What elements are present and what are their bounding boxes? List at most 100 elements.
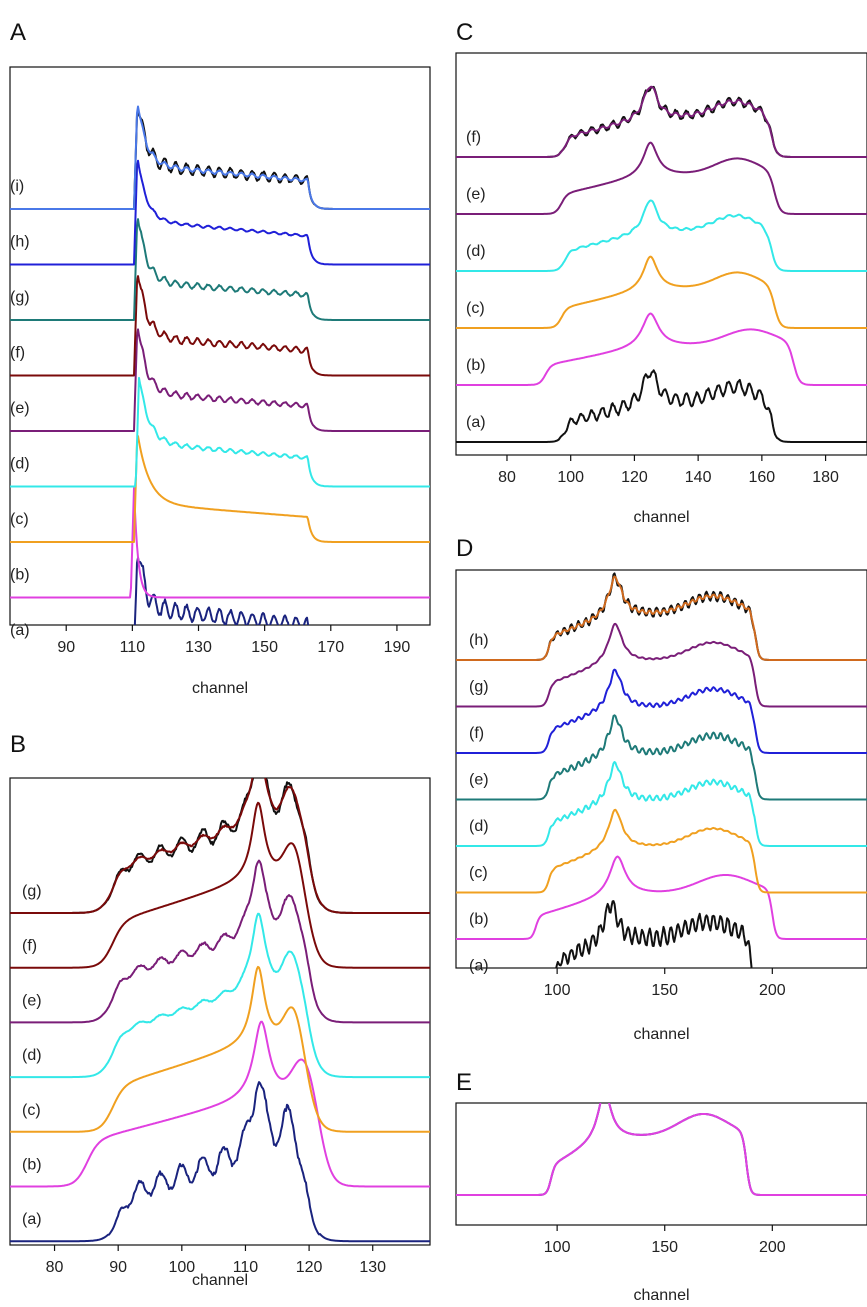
x-tick-label: 110 (233, 1259, 259, 1276)
x-tick-label: 90 (109, 1259, 127, 1276)
trace-c (456, 255, 867, 329)
trace-label: (g) (22, 883, 42, 900)
x-tick-label: 110 (120, 639, 146, 656)
trace-label: (d) (10, 456, 30, 473)
trace-d (456, 761, 867, 847)
trace-c (456, 808, 867, 894)
trace-label: (h) (10, 234, 30, 251)
trace-c (10, 965, 430, 1133)
trace-g (10, 218, 430, 321)
panel-letter-a: A (10, 19, 26, 46)
trace-experimental-h (456, 572, 867, 661)
x-tick-label: 150 (651, 1239, 678, 1256)
plot-frame (455, 1102, 867, 1226)
trace-experimental-g (10, 778, 430, 914)
trace-d (456, 199, 867, 272)
trace-d (10, 912, 430, 1079)
x-tick-label: 140 (685, 469, 712, 486)
panel-letter-b: B (10, 731, 26, 758)
panel-c: C 80 100 120 140 160 180 channel (a) (b) (c) (d) (e)… (455, 19, 867, 526)
trace-label: (f) (10, 345, 25, 362)
plot-frame (455, 52, 867, 456)
trace-h (456, 575, 867, 661)
trace-label: (f) (469, 725, 484, 742)
panel-a: A 90 110 130 150 170 190 channel (a) (b) (c) (d) (e)… (9, 19, 431, 697)
x-axis-label: channel (633, 1287, 689, 1304)
x-tick-label: 180 (812, 469, 839, 486)
trace-label: (g) (10, 289, 30, 306)
trace-b (10, 1020, 430, 1188)
trace-label: (b) (22, 1157, 42, 1174)
trace-b (456, 312, 867, 386)
trace-c (10, 435, 430, 543)
trace-label: (e) (22, 992, 42, 1009)
trace-label: (a) (22, 1211, 42, 1228)
trace-g (10, 778, 430, 914)
trace-experimental-i (10, 108, 430, 210)
trace-label: (h) (469, 632, 489, 649)
x-tick-label: 100 (168, 1259, 195, 1276)
trace-e (456, 141, 867, 215)
x-tick-label: 130 (359, 1259, 386, 1276)
x-axis-label: channel (192, 680, 248, 697)
trace-a (456, 369, 867, 443)
trace-e (10, 859, 430, 1024)
trace-b (456, 855, 867, 940)
trace-label: (a) (469, 958, 489, 975)
x-tick-label: 170 (317, 639, 344, 656)
x-tick-label: 80 (498, 469, 516, 486)
trace-i (10, 105, 430, 210)
traces (456, 1103, 867, 1196)
trace-f (10, 275, 430, 377)
x-tick-label: 200 (759, 1239, 786, 1256)
panel-d: D 100 150 200 channel (a) (b) (c) (d) (e) (f) (g) (h… (455, 535, 867, 1043)
trace-f (10, 801, 430, 969)
trace-label: (g) (469, 679, 489, 696)
x-tick-label: 100 (557, 469, 584, 486)
trace-label: (d) (466, 243, 486, 260)
x-tick-label: 120 (296, 1259, 323, 1276)
plot-frame (9, 777, 431, 1246)
trace-e (456, 714, 867, 801)
x-tick-label: 150 (251, 639, 278, 656)
panel-letter-c: C (456, 19, 473, 46)
traces (10, 105, 430, 625)
plot-frame (455, 569, 867, 969)
trace-label: (e) (466, 186, 486, 203)
trace-f (456, 85, 867, 158)
x-tick-label: 160 (749, 469, 776, 486)
trace-label: (c) (10, 511, 29, 528)
panel-e: E 100 150 200 channel (455, 1069, 867, 1304)
x-tick-label: 120 (621, 469, 648, 486)
x-tick-label: 190 (384, 639, 411, 656)
plot-frame (9, 66, 431, 626)
trace-line1 (456, 1103, 867, 1196)
trace-label: (c) (469, 865, 488, 882)
trace-b (10, 487, 430, 599)
trace-label: (a) (10, 622, 30, 639)
trace-g (456, 622, 867, 708)
trace-label: (f) (22, 938, 37, 955)
trace-a (133, 556, 310, 625)
panel-letter-d: D (456, 535, 473, 562)
traces (10, 778, 430, 1243)
trace-d (10, 376, 430, 488)
x-tick-label: 150 (651, 982, 678, 999)
trace-label: (b) (466, 357, 486, 374)
trace-a (10, 1081, 430, 1243)
trace-label: (b) (469, 911, 489, 928)
trace-f (456, 668, 867, 754)
trace-label: (d) (22, 1047, 42, 1064)
panel-letter-e: E (456, 1069, 472, 1096)
trace-label: (i) (10, 178, 24, 195)
trace-h (10, 159, 430, 266)
trace-label: (c) (466, 300, 485, 317)
x-tick-label: 100 (544, 1239, 571, 1256)
trace-label: (c) (22, 1102, 41, 1119)
traces (456, 85, 867, 443)
x-axis-label: channel (192, 1272, 248, 1289)
trace-a (555, 900, 753, 968)
trace-label: (e) (469, 772, 489, 789)
x-tick-label: 130 (185, 639, 212, 656)
